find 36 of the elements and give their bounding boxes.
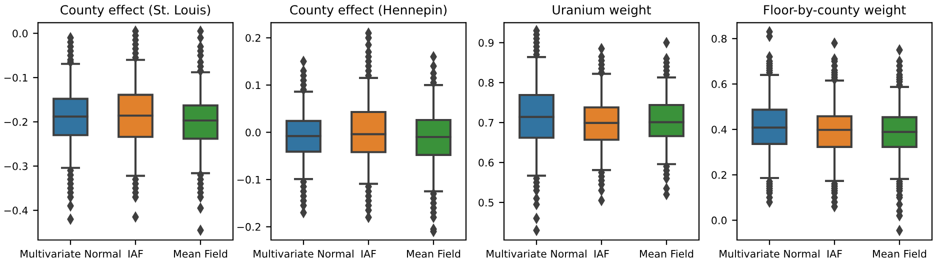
y-tick-label: 0.8 (712, 34, 727, 43)
y-tick-label: 0.2 (712, 171, 726, 179)
y-tick-label: −0.2 (237, 223, 260, 231)
y-tick-label: 0.1 (246, 81, 260, 90)
x-tick-label: Multivariate Normal (486, 250, 586, 258)
chart-title: County effect (St. Louis) (60, 4, 210, 17)
x-tick-label: IAF (128, 250, 143, 258)
x-tick-label: IAF (594, 250, 609, 258)
y-tick-label: 0.0 (12, 30, 28, 38)
x-tick-label: IAF (828, 250, 842, 258)
x-tick-label: Mean Field (174, 250, 228, 258)
chart-title: Floor-by-county weight (764, 4, 906, 17)
y-tick-label: 0.9 (478, 38, 494, 47)
x-tick-label: Multivariate Normal (20, 250, 120, 258)
y-tick-label: −0.1 (237, 176, 260, 184)
y-tick-label: 0.6 (478, 158, 494, 167)
y-tick-label: 0.4 (712, 126, 727, 134)
y-tick-label: −0.4 (4, 206, 28, 214)
y-tick-label: 0.0 (246, 128, 261, 136)
y-tick-label: 0.8 (478, 78, 494, 87)
y-tick-label: 0.7 (478, 118, 494, 127)
x-tick-label: Multivariate Normal (254, 250, 354, 258)
y-tick-label: −0.2 (4, 118, 28, 126)
x-tick-label: Mean Field (873, 250, 926, 258)
x-tick-label: Mean Field (407, 250, 460, 258)
y-tick-label: 0.5 (478, 198, 494, 207)
x-tick-label: Multivariate Normal (720, 250, 820, 258)
chart-title: County effect (Hennepin) (290, 4, 446, 17)
y-tick-label: 0.6 (712, 80, 727, 88)
y-tick-label: 0.0 (712, 216, 727, 224)
x-tick-label: IAF (362, 250, 376, 258)
x-tick-label: Mean Field (640, 250, 694, 258)
y-tick-label: −0.1 (4, 74, 28, 82)
y-tick-label: −0.3 (4, 162, 28, 170)
chart-title: Uranium weight (552, 4, 651, 17)
y-tick-label: 0.2 (246, 34, 260, 42)
